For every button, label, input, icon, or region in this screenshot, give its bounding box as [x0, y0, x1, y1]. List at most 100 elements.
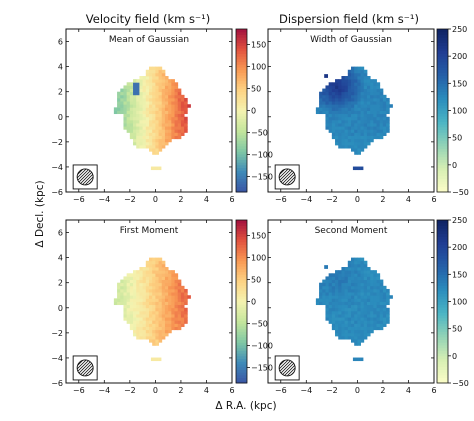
heatmap-cell — [133, 88, 137, 93]
heatmap-cell — [149, 79, 153, 83]
heatmap-cell — [177, 295, 182, 299]
x-tick-label: 4 — [406, 195, 411, 204]
heatmap-cell — [161, 107, 166, 111]
heatmap-cell — [123, 113, 128, 118]
heatmap-cell — [373, 85, 377, 89]
heatmap-cell — [133, 270, 137, 274]
heatmap-cell — [351, 129, 355, 133]
heatmap-cell — [129, 320, 134, 324]
colorbar-segment — [437, 86, 448, 90]
heatmap-cell — [164, 307, 169, 312]
colorbar-segment — [437, 53, 448, 57]
heatmap-cell — [351, 76, 355, 80]
heatmap-cell — [180, 116, 185, 121]
heatmap-cell — [363, 260, 368, 265]
heatmap-cell — [373, 113, 377, 118]
colorbar-tick-label: −50 — [251, 129, 268, 138]
heatmap-cell — [360, 94, 365, 99]
heatmap-cell — [386, 320, 390, 324]
colorbar-segment — [437, 323, 448, 327]
heatmap-cell — [133, 314, 137, 318]
colorbar-segment — [236, 320, 247, 324]
heatmap-cell — [341, 88, 346, 93]
heatmap-cell — [328, 298, 333, 302]
heatmap-cell — [149, 288, 153, 293]
heatmap-cell — [152, 148, 156, 152]
heatmap-cell — [136, 320, 140, 324]
heatmap-cell — [335, 326, 339, 331]
heatmap-cell — [117, 295, 121, 299]
heatmap-cell — [164, 310, 169, 315]
heatmap-cell — [335, 110, 339, 115]
heatmap-cell — [360, 314, 365, 318]
heatmap-cell — [341, 138, 346, 143]
colorbar-segment — [437, 342, 448, 346]
colorbar-segment — [236, 222, 247, 226]
heatmap-cell — [171, 129, 175, 133]
heatmap-cell — [376, 307, 381, 312]
heatmap-cell — [123, 276, 128, 280]
heatmap-cell — [335, 307, 339, 312]
heatmap-cell — [357, 342, 361, 346]
x-tick-label: 4 — [204, 386, 209, 395]
heatmap-cell — [338, 91, 342, 96]
heatmap-cell — [129, 310, 134, 315]
heatmap-cell — [123, 285, 128, 290]
colorbar-segment — [437, 110, 448, 114]
heatmap-cell — [357, 76, 361, 80]
heatmap-cell — [174, 113, 179, 118]
heatmap-cell — [158, 298, 163, 302]
heatmap-cell — [325, 285, 330, 290]
colorbar-segment — [437, 358, 448, 362]
heatmap-cell — [149, 82, 153, 86]
heatmap-cell — [184, 110, 188, 115]
heatmap-cell — [351, 263, 355, 268]
heatmap-cell — [357, 132, 361, 136]
heatmap-cell — [139, 298, 144, 302]
heatmap-cell — [347, 285, 352, 290]
heatmap-cell — [341, 132, 346, 136]
colorbar-segment — [236, 80, 247, 84]
heatmap-cell — [142, 132, 147, 136]
heatmap-cell — [363, 298, 368, 302]
heatmap-cell — [168, 285, 172, 290]
heatmap-cell — [171, 323, 175, 327]
heatmap-cell — [389, 104, 393, 108]
heatmap-cell — [344, 104, 349, 108]
heatmap-cell — [168, 101, 172, 105]
heatmap-cell — [164, 329, 169, 334]
heatmap-cell — [366, 107, 371, 111]
heatmap-cell — [136, 317, 140, 321]
heatmap-cell — [360, 88, 365, 93]
heatmap-cell — [161, 332, 166, 337]
heatmap-cell — [161, 116, 166, 121]
heatmap-cell — [354, 342, 358, 346]
heatmap-cell — [152, 66, 156, 71]
heatmap-cell — [354, 72, 358, 77]
heatmap-cell — [126, 314, 131, 318]
heatmap-cell — [363, 88, 368, 93]
heatmap-cell — [145, 270, 150, 274]
heatmap-cell — [344, 310, 349, 315]
heatmap-cell — [136, 119, 140, 124]
heatmap-cell — [370, 135, 374, 140]
heatmap-cell — [145, 104, 150, 108]
heatmap-cell — [335, 310, 339, 315]
heatmap-cell — [139, 107, 144, 111]
colorbar-segment — [437, 48, 448, 52]
heatmap-cell — [366, 276, 371, 280]
heatmap-cell — [145, 107, 150, 111]
heatmap-cell — [158, 326, 163, 331]
colorbar-segment — [236, 228, 247, 232]
heatmap-cell — [158, 279, 163, 284]
heatmap-cell — [357, 285, 361, 290]
heatmap-cell — [363, 113, 368, 118]
heatmap-cell — [149, 276, 153, 280]
heatmap-cell — [363, 123, 368, 127]
heatmap-cell — [341, 129, 346, 133]
heatmap-cell — [133, 307, 137, 312]
heatmap-cell — [373, 97, 377, 102]
heatmap-cell — [370, 79, 374, 83]
heatmap-cell — [328, 307, 333, 312]
